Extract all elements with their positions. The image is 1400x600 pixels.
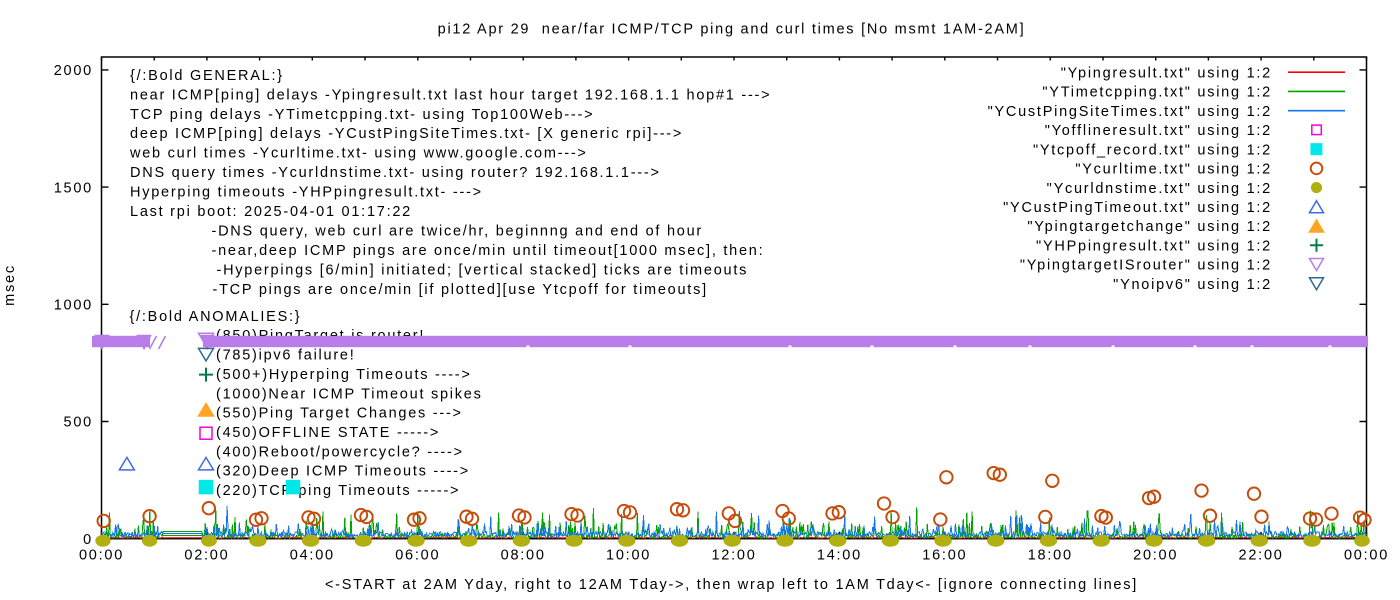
svg-text:(450)OFFLINE STATE ----->: (450)OFFLINE STATE ----->	[216, 425, 440, 441]
svg-text:-DNS query, web curl are twice: -DNS query, web curl are twice/hr, begin…	[212, 224, 703, 240]
svg-text:22:00: 22:00	[1239, 548, 1284, 564]
svg-text:DNS query times -Ycurldnstime.: DNS query times -Ycurldnstime.txt- using…	[130, 165, 661, 181]
svg-text:(785)ipv6 failure!: (785)ipv6 failure!	[216, 348, 356, 364]
svg-text:02:00: 02:00	[184, 548, 229, 564]
svg-text:(220)TCP ping Timeouts ----->: (220)TCP ping Timeouts ----->	[216, 483, 460, 499]
svg-text:deep ICMP[ping] delays -YCustP: deep ICMP[ping] delays -YCustPingSiteTim…	[130, 126, 683, 142]
svg-text:"YCustPingTimeout.txt" using 1: "YCustPingTimeout.txt" using 1:2	[1003, 200, 1272, 216]
svg-text:msec: msec	[2, 264, 18, 306]
svg-text:0: 0	[83, 532, 93, 548]
svg-text:"Ypingtargetchange" using 1:2: "Ypingtargetchange" using 1:2	[1027, 219, 1272, 235]
svg-text:"Ycurltime.txt" using 1:2: "Ycurltime.txt" using 1:2	[1075, 162, 1272, 178]
svg-text:(320)Deep ICMP Timeouts ---->: (320)Deep ICMP Timeouts ---->	[216, 464, 470, 480]
svg-text:00:00: 00:00	[1344, 548, 1389, 564]
svg-text:06:00: 06:00	[395, 548, 440, 564]
svg-text:16:00: 16:00	[922, 548, 967, 564]
svg-text:{/:Bold ANOMALIES:}: {/:Bold ANOMALIES:}	[130, 309, 302, 325]
svg-text:"YHPpingresult.txt" using 1:2: "YHPpingresult.txt" using 1:2	[1036, 238, 1272, 254]
svg-text:14:00: 14:00	[817, 548, 862, 564]
svg-text:1000: 1000	[54, 298, 93, 314]
svg-text:"YCustPingSiteTimes.txt" using: "YCustPingSiteTimes.txt" using 1:2	[988, 104, 1272, 120]
svg-text:"Ytcpoff_record.txt" using 1:2: "Ytcpoff_record.txt" using 1:2	[1033, 142, 1272, 158]
svg-text:Last rpi boot: 2025-04-01 01:1: Last rpi boot: 2025-04-01 01:17:22	[130, 204, 412, 220]
svg-text:00:00: 00:00	[79, 548, 124, 564]
svg-text:"YTimetcpping.txt" using 1:2: "YTimetcpping.txt" using 1:2	[1042, 85, 1272, 101]
svg-text:"Yofflineresult.txt" using 1:2: "Yofflineresult.txt" using 1:2	[1045, 123, 1272, 139]
svg-text:near ICMP[ping] delays -Ypingr: near ICMP[ping] delays -Ypingresult.txt …	[130, 87, 771, 103]
svg-text:1500: 1500	[54, 180, 93, 196]
svg-text:10:00: 10:00	[606, 548, 651, 564]
svg-text:"Ynoipv6" using 1:2: "Ynoipv6" using 1:2	[1113, 277, 1272, 293]
svg-text:-near,deep ICMP pings are once: -near,deep ICMP pings are once/min until…	[212, 243, 765, 259]
svg-text:08:00: 08:00	[501, 548, 546, 564]
svg-text:-Hyperpings [6/min] initiated;: -Hyperpings [6/min] initiated; [vertical…	[217, 262, 749, 278]
svg-text:(400)Reboot/powercycle? ---->: (400)Reboot/powercycle? ---->	[216, 444, 464, 460]
svg-text:"Ycurldnstime.txt" using 1:2: "Ycurldnstime.txt" using 1:2	[1047, 181, 1272, 197]
svg-text:{/:Bold GENERAL:}: {/:Bold GENERAL:}	[130, 68, 284, 84]
svg-text:18:00: 18:00	[1028, 548, 1073, 564]
svg-text:500: 500	[64, 415, 93, 431]
svg-text:(500+)Hyperping Timeouts ---->: (500+)Hyperping Timeouts ---->	[216, 367, 472, 383]
svg-text:-TCP pings are once/min [if pl: -TCP pings are once/min [if plotted][use…	[213, 282, 708, 298]
svg-text:"Ypingresult.txt" using 1:2: "Ypingresult.txt" using 1:2	[1061, 65, 1272, 81]
svg-text:(550)Ping Target Changes --->: (550)Ping Target Changes --->	[216, 406, 463, 422]
svg-text:pi12 Apr 29 near/far ICMP/TCP: pi12 Apr 29 near/far ICMP/TCP ping and c…	[438, 22, 1026, 38]
svg-text:04:00: 04:00	[290, 548, 335, 564]
svg-text:(1000)Near ICMP Timeout spikes: (1000)Near ICMP Timeout spikes	[216, 386, 483, 402]
svg-text:2000: 2000	[54, 63, 93, 79]
svg-text:Hyperping timeouts -YHPpingres: Hyperping timeouts -YHPpingresult.txt- -…	[130, 184, 483, 200]
svg-text:"YpingtargetISrouter" using 1:: "YpingtargetISrouter" using 1:2	[1020, 258, 1272, 274]
svg-text:20:00: 20:00	[1133, 548, 1178, 564]
svg-text:web curl times -Ycurltime.txt-: web curl times -Ycurltime.txt- using www…	[129, 146, 588, 162]
svg-text:<-START at 2AM Yday, right to: <-START at 2AM Yday, right to 12AM Tday-…	[325, 577, 1138, 593]
svg-text:12:00: 12:00	[711, 548, 756, 564]
svg-text:TCP ping delays -YTimetcpping.: TCP ping delays -YTimetcpping.txt- using…	[130, 107, 594, 123]
